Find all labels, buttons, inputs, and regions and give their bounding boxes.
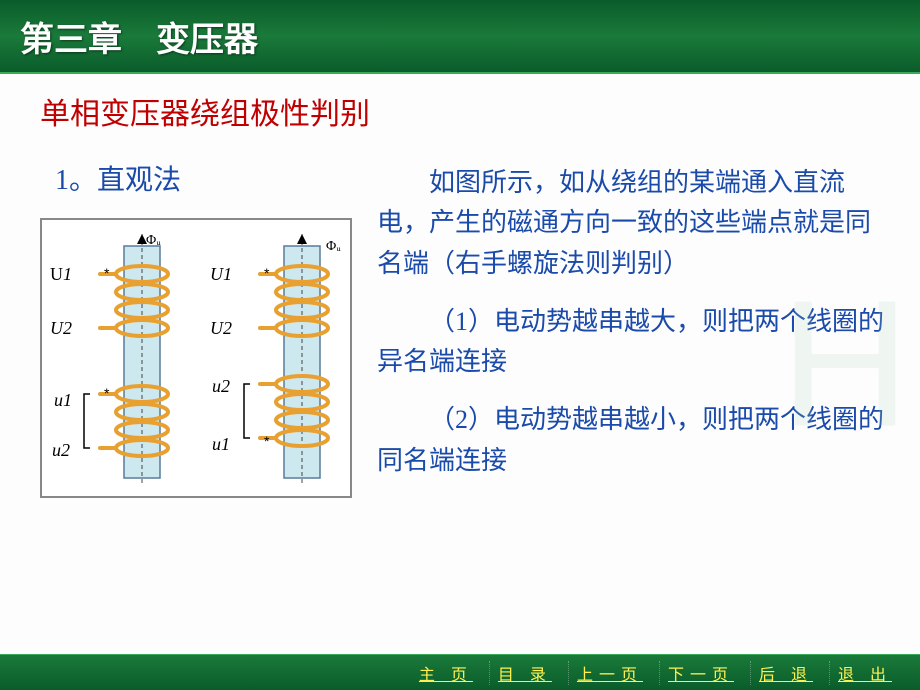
nav-toc[interactable]: 目 录 [489,661,560,685]
svg-text:U1: U1 [50,264,72,284]
footer-nav: 主 页 目 录 上一页 下一页 后 退 退 出 [0,654,920,690]
content-area: H 单相变压器绕组极性判别 1。直观法 Φᵤ [0,74,920,654]
svg-text:u1: u1 [54,390,72,410]
svg-text:u2: u2 [52,440,70,460]
nav-exit[interactable]: 退 出 [829,661,900,685]
svg-text:U2: U2 [50,318,72,338]
svg-text:U2: U2 [210,318,232,338]
section-title: 单相变压器绕组极性判别 [40,89,890,133]
header: 第三章 变压器 [0,0,920,74]
svg-text:U1: U1 [210,264,232,284]
svg-text:*: * [104,385,110,401]
phi-left-label: Φᵤ [146,233,161,248]
svg-text:*: * [264,265,270,281]
explain-p3: （2）电动势越串越小，则把两个线圈的同名端连接 [377,400,890,481]
transformer-diagram: Φᵤ U1 U2 u1 [40,218,352,498]
chapter-title: 第三章 变压器 [20,12,258,61]
explain-p2: （1）电动势越串越大，则把两个线圈的异名端连接 [377,302,890,383]
nav-prev[interactable]: 上一页 [568,661,651,685]
svg-text:*: * [264,433,270,449]
svg-text:u2: u2 [212,376,230,396]
svg-text:*: * [104,265,110,281]
explanation-text: 如图所示，如从绕组的某端通入直流电，产生的磁通方向一致的这些端点就是同名端（右手… [377,163,890,499]
nav-next[interactable]: 下一页 [659,661,742,685]
nav-home[interactable]: 主 页 [411,661,481,685]
explain-p1: 如图所示，如从绕组的某端通入直流电，产生的磁通方向一致的这些端点就是同名端（右手… [377,163,890,284]
svg-text:u1: u1 [212,434,230,454]
phi-right-label: Φᵤ [326,239,341,254]
body-row: Φᵤ U1 U2 u1 [40,218,890,499]
nav-back[interactable]: 后 退 [750,661,821,685]
